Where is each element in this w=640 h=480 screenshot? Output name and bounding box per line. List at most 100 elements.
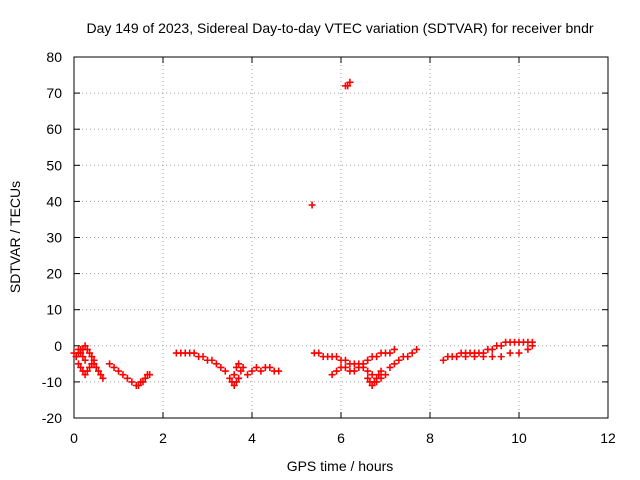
y-tick-label: 10 — [46, 302, 62, 318]
data-point — [364, 374, 372, 382]
y-axis-label: SDTVAR / TECUs — [7, 181, 23, 293]
data-point — [462, 353, 470, 361]
data-point — [404, 353, 412, 361]
x-tick-label: 8 — [426, 430, 434, 446]
data-point — [110, 363, 118, 371]
plot-frame — [73, 56, 609, 419]
data-point — [208, 356, 216, 364]
data-point — [123, 374, 131, 382]
data-point — [390, 345, 398, 353]
data-point — [88, 360, 96, 368]
data-point — [232, 378, 240, 386]
data-point — [212, 360, 220, 368]
y-tick-label: 80 — [46, 49, 62, 65]
data-point — [377, 367, 385, 375]
data-point — [275, 367, 283, 375]
data-point — [77, 363, 85, 371]
data-point — [373, 378, 381, 386]
gridlines — [74, 57, 608, 418]
data-point — [92, 363, 100, 371]
data-point — [386, 363, 394, 371]
data-point — [199, 353, 207, 361]
data-point — [135, 382, 143, 390]
y-tick-label: -20 — [42, 410, 62, 426]
data-point — [333, 367, 341, 375]
data-point — [390, 360, 398, 368]
data-point — [341, 356, 349, 364]
data-points — [70, 78, 536, 390]
data-point — [453, 353, 461, 361]
data-point — [408, 349, 416, 357]
x-tick-label: 12 — [600, 430, 616, 446]
data-point — [350, 367, 358, 375]
data-point — [237, 367, 245, 375]
x-tick-label: 4 — [248, 430, 256, 446]
data-point — [232, 363, 240, 371]
data-point — [81, 371, 89, 379]
data-point — [266, 363, 274, 371]
tick-labels: 0 2 4 6 8 10 12 -20 -10 0 10 20 30 40 50 60 70 80 — [42, 49, 616, 446]
x-tick-label: 0 — [70, 430, 78, 446]
data-point — [386, 349, 394, 357]
data-point — [439, 356, 447, 364]
data-point — [106, 360, 114, 368]
data-point — [77, 349, 85, 357]
data-point — [479, 353, 487, 361]
x-tick-label: 2 — [159, 430, 167, 446]
data-point — [355, 363, 363, 371]
data-point — [248, 367, 256, 375]
data-point — [359, 360, 367, 368]
data-point — [83, 345, 91, 353]
data-point — [139, 378, 147, 386]
data-point — [257, 367, 265, 375]
data-point — [146, 371, 154, 379]
data-point — [235, 374, 243, 382]
data-point — [239, 363, 247, 371]
data-point — [382, 371, 389, 379]
data-point — [94, 367, 102, 375]
data-point — [83, 367, 91, 375]
x-axis-label: GPS time / hours — [287, 458, 394, 474]
data-point — [375, 371, 383, 379]
data-point — [86, 349, 94, 357]
y-tick-label: 50 — [46, 157, 62, 173]
data-point — [88, 353, 96, 361]
data-point — [328, 371, 336, 379]
data-point — [497, 342, 505, 350]
data-point — [226, 374, 234, 382]
chart-title: Day 149 of 2023, Sidereal Day-to-day VTE… — [86, 20, 593, 36]
data-point — [373, 353, 381, 361]
x-tick-label: 6 — [337, 430, 345, 446]
y-tick-label: -10 — [42, 374, 62, 390]
y-tick-label: 30 — [46, 230, 62, 246]
data-point — [235, 360, 243, 368]
data-point — [488, 353, 496, 361]
y-tick-label: 60 — [46, 121, 62, 137]
data-point — [341, 363, 349, 371]
data-point — [230, 371, 238, 379]
data-point — [230, 382, 238, 390]
data-point — [344, 82, 352, 90]
data-point — [86, 363, 94, 371]
data-point — [244, 371, 252, 379]
data-point — [252, 363, 260, 371]
data-point — [524, 345, 532, 353]
data-point — [346, 78, 354, 86]
data-point — [413, 345, 421, 353]
data-point — [221, 367, 229, 375]
data-point — [488, 345, 496, 353]
data-point — [217, 363, 225, 371]
data-point — [368, 382, 376, 390]
data-point — [119, 371, 127, 379]
data-point — [395, 356, 403, 364]
data-point — [72, 353, 80, 361]
data-point — [115, 367, 122, 375]
data-point — [141, 374, 149, 382]
data-point — [90, 356, 98, 364]
data-point — [128, 378, 136, 386]
data-point — [315, 349, 323, 357]
y-tick-label: 0 — [54, 338, 62, 354]
data-point — [528, 342, 536, 350]
data-point — [364, 356, 372, 364]
data-point — [364, 367, 372, 375]
